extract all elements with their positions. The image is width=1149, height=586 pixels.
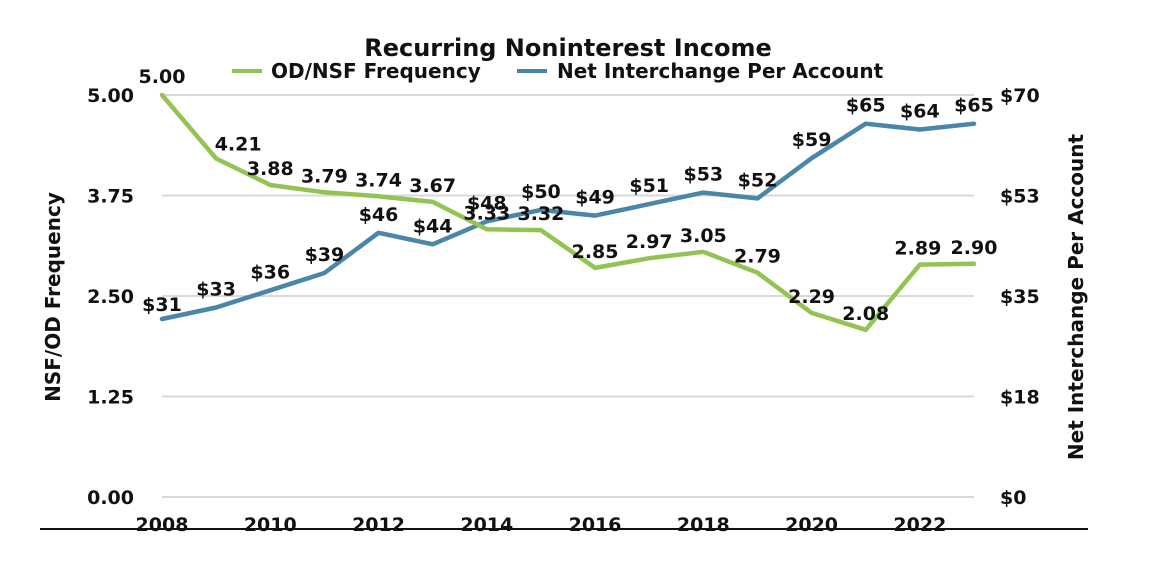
- left-tick-label: 0.00: [87, 487, 134, 509]
- x-tick-label: 2020: [785, 514, 838, 536]
- right-tick-label: $53: [1000, 186, 1040, 208]
- left-tick-label: 3.75: [87, 186, 134, 208]
- data-label-interchange: $52: [738, 169, 778, 191]
- data-label-interchange: $59: [792, 129, 832, 151]
- data-label-frequency: 2.79: [734, 246, 781, 268]
- data-labels: 5.00 $31 4.21 $33 3.88 $36 3.79 $39 3.74 $46 3.67 $…: [139, 66, 998, 325]
- x-tick-label: 2016: [569, 514, 622, 536]
- left-tick-label: 5.00: [87, 85, 134, 107]
- data-label-interchange: $48: [467, 192, 507, 214]
- series-line-od-nsf-frequency: [159, 92, 977, 333]
- right-tick-label: $35: [1000, 286, 1040, 308]
- x-tick-label: 2018: [677, 514, 730, 536]
- data-label-frequency: 4.21: [215, 134, 262, 156]
- gridlines: [162, 94, 974, 498]
- left-axis-label: NSF/OD Frequency: [41, 192, 65, 402]
- data-label-frequency: 3.79: [301, 165, 348, 187]
- data-label-frequency: 3.05: [680, 225, 727, 247]
- x-tick-label: 2010: [244, 514, 297, 536]
- left-axis-ticks: 0.00 1.25 2.50 3.75 5.00: [87, 85, 134, 509]
- right-tick-label: $18: [1000, 387, 1040, 409]
- series-lines: [159, 92, 977, 333]
- data-label-interchange: $51: [629, 175, 669, 197]
- data-label-frequency: 3.74: [355, 169, 402, 191]
- x-tick-label: 2014: [460, 514, 513, 536]
- legend-label-od-nsf: OD/NSF Frequency: [271, 59, 481, 83]
- x-tick-label: 2022: [893, 514, 946, 536]
- left-tick-label: 1.25: [87, 387, 134, 409]
- data-label-frequency: 3.88: [247, 158, 294, 180]
- data-label-frequency: 2.85: [572, 241, 619, 263]
- data-label-frequency: 2.29: [788, 286, 835, 308]
- legend-label-interchange: Net Interchange Per Account: [557, 59, 884, 83]
- legend: OD/NSF Frequency Net Interchange Per Acc…: [232, 59, 884, 83]
- data-label-interchange: $50: [521, 181, 561, 203]
- data-label-interchange: $44: [413, 215, 453, 237]
- right-tick-label: $70: [1000, 85, 1040, 107]
- data-label-frequency: 5.00: [139, 66, 186, 88]
- x-axis-ticks: 2008 2010 2012 2014 2016 2018 2020 2022: [136, 514, 947, 536]
- x-tick-label: 2012: [352, 514, 405, 536]
- data-label-interchange: $39: [305, 244, 345, 266]
- data-label-frequency: 3.67: [409, 175, 456, 197]
- data-label-interchange: $31: [142, 294, 182, 316]
- data-label-interchange: $46: [359, 204, 399, 226]
- data-label-interchange: $36: [250, 261, 290, 283]
- chart-title: Recurring Noninterest Income: [364, 34, 772, 62]
- data-label-interchange: $53: [683, 164, 723, 186]
- data-label-interchange: $33: [196, 278, 236, 300]
- series-line-net-interchange: [159, 121, 977, 322]
- data-label-interchange: $65: [954, 95, 994, 117]
- left-tick-label: 2.50: [87, 286, 134, 308]
- x-tick-label: 2008: [136, 514, 189, 536]
- right-axis-ticks: $0 $18 $35 $53 $70: [1000, 85, 1040, 509]
- data-label-interchange: $64: [900, 100, 940, 122]
- data-label-frequency: 2.97: [626, 231, 673, 253]
- data-label-frequency: 3.32: [517, 203, 564, 225]
- data-label-frequency: 3.33: [463, 202, 510, 224]
- data-label-frequency: 2.08: [842, 303, 889, 325]
- data-label-frequency: 2.89: [894, 238, 941, 260]
- data-label-frequency: 2.90: [951, 237, 998, 259]
- right-tick-label: $0: [1000, 487, 1026, 509]
- data-label-interchange: $65: [846, 95, 886, 117]
- right-axis-label: Net Interchange Per Account: [1064, 133, 1088, 460]
- data-label-interchange: $49: [575, 187, 615, 209]
